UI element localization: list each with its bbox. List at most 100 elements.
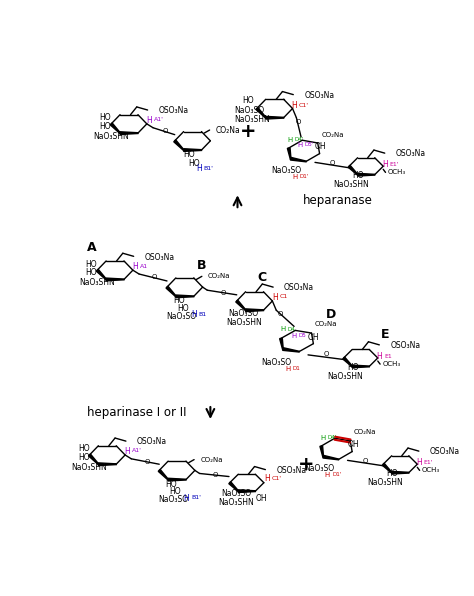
Text: O: O	[213, 472, 219, 478]
Text: OH: OH	[347, 440, 359, 449]
Text: H: H	[298, 142, 303, 148]
Polygon shape	[176, 295, 194, 298]
Text: NaO₃SO: NaO₃SO	[221, 489, 251, 498]
Polygon shape	[283, 347, 299, 352]
Text: C: C	[258, 271, 267, 284]
Text: OSO₃Na: OSO₃Na	[396, 150, 426, 159]
Polygon shape	[174, 140, 184, 150]
Text: OSO₃Na: OSO₃Na	[304, 91, 334, 100]
Text: H: H	[191, 311, 197, 319]
Text: H: H	[325, 472, 330, 478]
Text: H: H	[264, 474, 270, 483]
Polygon shape	[287, 148, 291, 159]
Text: O: O	[363, 458, 368, 464]
Text: CO₂Na: CO₂Na	[321, 132, 344, 138]
Polygon shape	[99, 463, 116, 465]
Polygon shape	[158, 470, 168, 480]
Polygon shape	[120, 132, 138, 135]
Text: H: H	[285, 366, 291, 372]
Text: CO₂Na: CO₂Na	[201, 457, 223, 462]
Text: NaO₃SHN: NaO₃SHN	[226, 318, 262, 327]
Text: A1: A1	[140, 263, 148, 269]
Polygon shape	[320, 446, 324, 457]
Text: D1: D1	[292, 366, 300, 371]
Text: NaO₃SO: NaO₃SO	[262, 358, 292, 367]
Text: A1': A1'	[132, 448, 142, 454]
Text: D1': D1'	[300, 174, 309, 179]
Text: O: O	[221, 290, 226, 296]
Polygon shape	[229, 482, 238, 492]
Text: E1': E1'	[390, 162, 399, 167]
Text: NaO₃SHN: NaO₃SHN	[80, 278, 115, 287]
Text: HO: HO	[242, 97, 254, 105]
Polygon shape	[246, 309, 264, 312]
Text: OH: OH	[308, 333, 319, 342]
Text: H: H	[132, 262, 138, 271]
Text: O: O	[296, 119, 301, 125]
Text: HO: HO	[387, 469, 398, 478]
Text: HO: HO	[177, 304, 189, 313]
Polygon shape	[357, 173, 374, 176]
Text: E: E	[381, 328, 390, 342]
Text: NaO₃SO: NaO₃SO	[272, 166, 302, 175]
Text: D4': D4'	[328, 435, 337, 440]
Text: OSO₃Na: OSO₃Na	[284, 283, 314, 293]
Text: B1': B1'	[191, 495, 201, 501]
Text: O: O	[277, 311, 283, 317]
Text: OH: OH	[256, 493, 268, 502]
Text: +: +	[240, 122, 256, 141]
Text: HO: HO	[183, 150, 194, 159]
Text: O: O	[329, 160, 335, 166]
Text: O: O	[323, 351, 328, 357]
Text: HO: HO	[86, 259, 97, 269]
Polygon shape	[280, 338, 283, 349]
Text: NaO₃SHN: NaO₃SHN	[367, 478, 402, 487]
Text: OSO₃Na: OSO₃Na	[430, 448, 460, 457]
Text: heparanase: heparanase	[303, 194, 373, 207]
Text: CO₂Na: CO₂Na	[354, 429, 376, 435]
Text: H: H	[272, 293, 278, 302]
Text: H: H	[376, 352, 382, 361]
Text: CO₂Na: CO₂Na	[216, 126, 240, 135]
Text: D5: D5	[299, 333, 307, 338]
Text: D1': D1'	[332, 472, 341, 477]
Text: B: B	[197, 259, 207, 272]
Text: A: A	[87, 241, 97, 253]
Text: NaO₃SO: NaO₃SO	[304, 464, 334, 473]
Text: C1: C1	[279, 294, 288, 299]
Text: C1': C1'	[299, 103, 309, 108]
Text: O: O	[144, 458, 149, 464]
Text: HO: HO	[78, 453, 90, 462]
Text: NaO₃SHN: NaO₃SHN	[328, 372, 363, 381]
Polygon shape	[236, 300, 246, 311]
Text: HO: HO	[347, 363, 359, 372]
Text: OSO₃Na: OSO₃Na	[137, 437, 167, 446]
Polygon shape	[256, 107, 266, 118]
Text: H: H	[125, 446, 130, 455]
Text: CO₂Na: CO₂Na	[208, 274, 230, 280]
Text: OCH₃: OCH₃	[388, 169, 406, 175]
Text: A1': A1'	[154, 117, 164, 122]
Text: H: H	[281, 327, 286, 333]
Text: E1: E1	[384, 354, 392, 359]
Text: D4': D4'	[295, 137, 304, 142]
Text: H: H	[288, 137, 293, 143]
Text: NaO₃SHN: NaO₃SHN	[72, 463, 108, 472]
Text: H: H	[183, 493, 189, 502]
Text: HO: HO	[100, 113, 111, 122]
Text: HO: HO	[165, 480, 177, 489]
Text: H: H	[196, 164, 201, 173]
Text: B1: B1	[199, 312, 207, 317]
Text: OSO₃Na: OSO₃Na	[145, 253, 174, 262]
Text: E1': E1'	[423, 460, 433, 465]
Text: H: H	[292, 333, 297, 339]
Text: B1': B1'	[203, 166, 213, 171]
Polygon shape	[382, 463, 392, 473]
Text: H: H	[146, 116, 152, 125]
Text: HO: HO	[100, 122, 111, 131]
Polygon shape	[96, 269, 107, 280]
Text: HO: HO	[353, 171, 364, 180]
Polygon shape	[323, 455, 338, 460]
Polygon shape	[348, 165, 358, 175]
Polygon shape	[106, 278, 124, 281]
